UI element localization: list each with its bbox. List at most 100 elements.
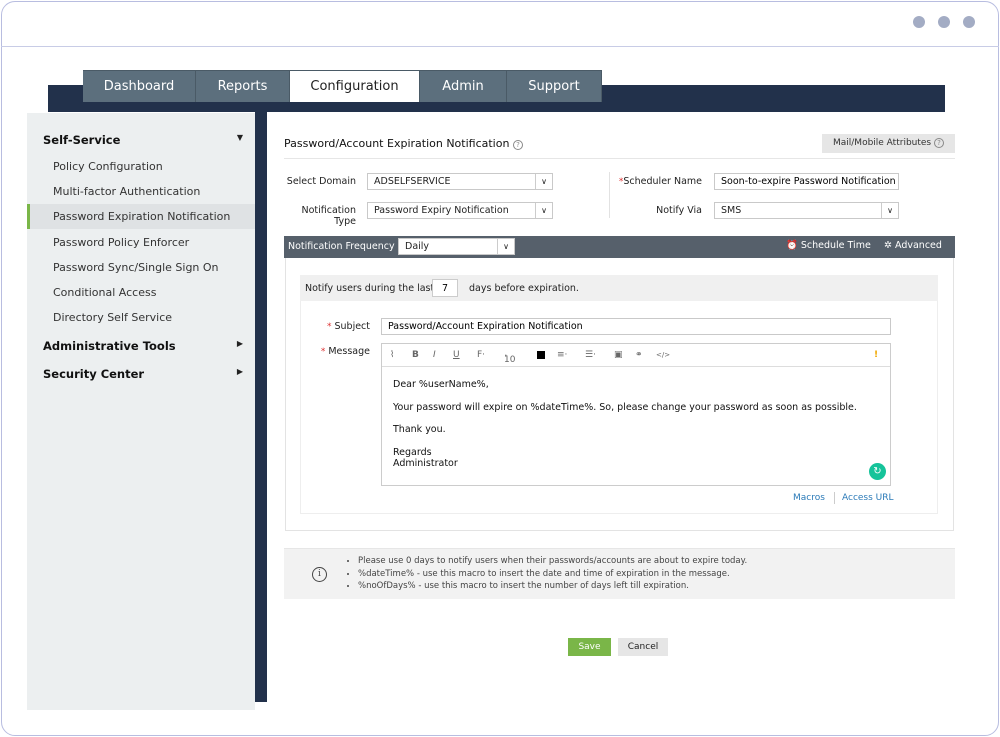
message-line: Your password will expire on %dateTime%.… — [393, 401, 857, 413]
notify-via-label: Notify Via — [656, 205, 702, 216]
window-dot-icon — [938, 16, 950, 28]
grammarly-icon[interactable]: ↻ — [869, 463, 886, 480]
sidebar-section-security-center[interactable]: Security Center ▶ — [43, 367, 243, 381]
notify-via-dropdown[interactable]: SMS ∨ — [714, 202, 899, 219]
editor-toolbar: ⌇ B I U F· 10 · ≡· ☰· ▣ ⚭ </> ! — [382, 344, 890, 367]
font-family-icon[interactable]: F· — [477, 350, 486, 360]
scheduler-name-label: *Scheduler Name — [610, 176, 702, 187]
select-domain-dropdown[interactable]: ADSELFSERVICE ∨ — [367, 173, 553, 190]
notes-list: Please use 0 days to notify users when t… — [358, 555, 747, 593]
required-marker: * — [618, 177, 624, 187]
page-title-text: Password/Account Expiration Notification — [284, 137, 510, 150]
font-size-dropdown[interactable]: 10 · — [504, 349, 516, 365]
notify-days-input[interactable] — [432, 279, 458, 297]
sidebar-item-policy-configuration[interactable]: Policy Configuration — [53, 160, 163, 173]
cancel-button[interactable]: Cancel — [618, 638, 668, 656]
sidebar-item-conditional-access[interactable]: Conditional Access — [53, 286, 157, 299]
notify-suffix-text: days before expiration. — [469, 283, 579, 294]
message-label: * Message — [300, 346, 370, 357]
sidebar-section-administrative-tools[interactable]: Administrative Tools ▶ — [43, 339, 243, 353]
tab-admin[interactable]: Admin — [420, 70, 507, 102]
underline-icon[interactable]: U — [453, 350, 460, 360]
selected-value: Daily — [405, 241, 430, 252]
title-divider — [284, 158, 955, 159]
tab-configuration[interactable]: Configuration — [290, 70, 420, 102]
sidebar-item-directory-self-service[interactable]: Directory Self Service — [53, 311, 173, 324]
notification-frequency-bar: Notification Frequency Daily ∨ ⏰ Schedule… — [284, 236, 955, 258]
info-icon: i — [312, 567, 327, 582]
note-item: %noOfDays% - use this macro to insert th… — [358, 580, 747, 593]
alarm-clock-icon: ⏰ — [786, 240, 798, 251]
button-label: Schedule Time — [800, 240, 871, 251]
notify-prefix-text: Notify users during the last — [305, 283, 435, 294]
save-button[interactable]: Save — [568, 638, 611, 656]
notify-days-row: Notify users during the last days before… — [300, 275, 938, 301]
frequency-label: Notification Frequency — [288, 241, 395, 252]
sidebar-section-self-service[interactable]: Self-Service ▼ — [43, 133, 243, 147]
button-label: Advanced — [895, 240, 942, 251]
scheduler-name-input[interactable] — [714, 173, 899, 190]
selected-value: ADSELFSERVICE — [374, 176, 451, 187]
select-domain-label: Select Domain — [286, 176, 356, 187]
font-size-value: 10 — [504, 355, 516, 365]
access-url-link[interactable]: Access URL — [842, 493, 894, 503]
italic-icon[interactable]: I — [433, 350, 436, 360]
notification-type-label: Notification Type — [301, 205, 356, 227]
attach-icon[interactable]: ⌇ — [390, 350, 395, 360]
sidebar-item-mfa[interactable]: Multi-factor Authentication — [53, 185, 201, 198]
list-icon[interactable]: ☰· — [585, 350, 596, 360]
notification-settings-panel — [285, 258, 954, 531]
chevron-down-icon: ∨ — [535, 174, 552, 189]
text-color-icon[interactable] — [537, 351, 545, 359]
tab-support[interactable]: Support — [507, 70, 602, 102]
label-text: Scheduler Name — [623, 176, 702, 187]
gear-icon: ✲ — [884, 240, 892, 251]
message-editor[interactable]: ⌇ B I U F· 10 · ≡· ☰· ▣ ⚭ </> ! Dear %use… — [381, 343, 891, 486]
tab-reports[interactable]: Reports — [196, 70, 290, 102]
caret-down-icon: ▼ — [236, 133, 243, 142]
window-dot-icon — [963, 16, 975, 28]
label-text: Subject — [334, 321, 370, 332]
chevron-down-icon: ∨ — [881, 203, 898, 218]
section-label: Self-Service — [43, 133, 121, 147]
align-icon[interactable]: ≡· — [557, 350, 568, 360]
image-icon[interactable]: ▣ — [614, 350, 623, 360]
main-tabs: Dashboard Reports Configuration Admin Su… — [83, 70, 602, 102]
mail-mobile-attributes-button[interactable]: Mail/Mobile Attributes ? — [822, 134, 955, 153]
message-line: Administrator — [393, 458, 458, 469]
chevron-down-icon: ∨ — [535, 203, 552, 218]
section-label: Security Center — [43, 367, 145, 381]
schedule-time-button[interactable]: ⏰ Schedule Time — [786, 240, 871, 251]
warning-icon[interactable]: ! — [874, 350, 879, 360]
frequency-dropdown[interactable]: Daily ∨ — [398, 238, 515, 255]
sidebar: Self-Service ▼ Policy Configuration Multi… — [27, 113, 255, 710]
note-item: Please use 0 days to notify users when t… — [358, 555, 747, 568]
sidebar-item-password-sync[interactable]: Password Sync/Single Sign On — [53, 261, 219, 274]
caret-right-icon: ▶ — [236, 367, 243, 376]
sidebar-item-password-expiration-notification[interactable]: Password Expiration Notification — [27, 204, 255, 229]
section-label: Administrative Tools — [43, 339, 176, 353]
sidebar-item-password-policy-enforcer[interactable]: Password Policy Enforcer — [53, 236, 190, 249]
button-label: Mail/Mobile Attributes — [832, 138, 932, 148]
tab-dashboard[interactable]: Dashboard — [83, 70, 196, 102]
help-icon[interactable]: ? — [512, 140, 523, 150]
subject-input[interactable] — [381, 318, 891, 335]
message-panel — [300, 301, 938, 514]
message-line: Regards — [393, 446, 432, 458]
caret-right-icon: ▶ — [236, 339, 243, 348]
macros-link[interactable]: Macros — [793, 493, 825, 503]
selected-value: SMS — [721, 205, 742, 216]
advanced-button[interactable]: ✲ Advanced — [884, 240, 942, 251]
subject-label: * Subject — [300, 321, 370, 332]
message-line: Thank you. — [393, 424, 446, 435]
notification-type-dropdown[interactable]: Password Expiry Notification ∨ — [367, 202, 553, 219]
help-icon: ? — [934, 138, 944, 148]
content-divider — [255, 112, 267, 702]
link-icon[interactable]: ⚭ — [635, 350, 643, 360]
form-column-divider — [609, 172, 610, 218]
message-body[interactable]: Dear %userName%, Your password will expi… — [393, 379, 857, 470]
window-dot-icon — [913, 16, 925, 28]
bold-icon[interactable]: B — [412, 350, 419, 360]
source-code-icon[interactable]: </> — [656, 351, 671, 359]
page-title: Password/Account Expiration Notification… — [284, 137, 523, 150]
